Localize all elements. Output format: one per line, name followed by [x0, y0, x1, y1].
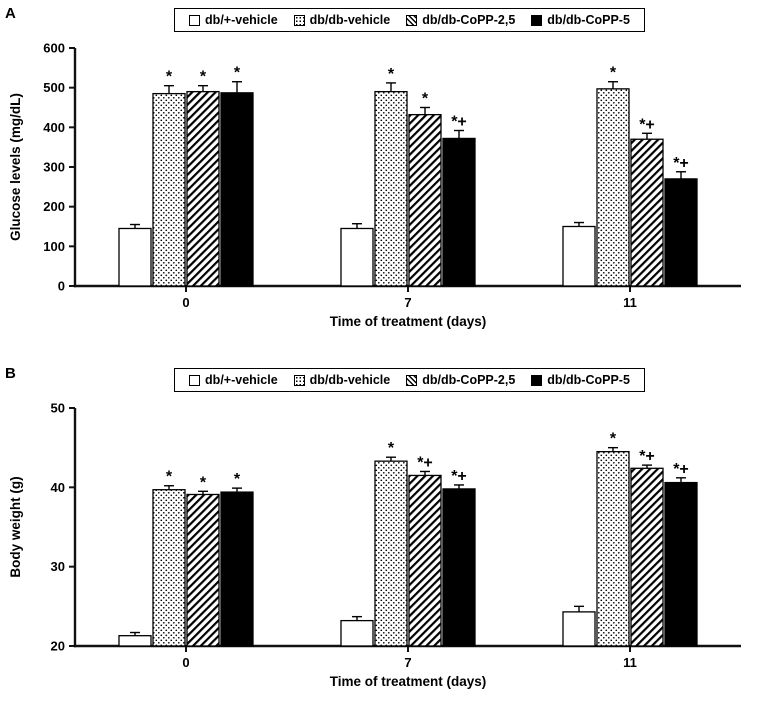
legend-item: db/db-vehicle	[293, 13, 391, 27]
panel-a-chart: 0 100 200 300 400 500 600 0 * * * 7 * * *+ 11 * *+ *+ Time …	[8, 41, 741, 329]
panel-a-legend: db/+-vehicle db/db-vehicle db/db-CoPP-2,5 d…	[174, 8, 645, 32]
legend-swatch-dots	[293, 374, 305, 386]
significance-marker: *	[200, 69, 207, 86]
y-axis-label: Glucose levels (mg/dL)	[8, 93, 23, 241]
legend-item: db/db-CoPP-2,5	[406, 373, 515, 387]
significance-marker: *	[422, 91, 429, 108]
bar	[630, 467, 664, 647]
bar	[220, 491, 254, 647]
significance-marker: *	[610, 431, 617, 448]
bar	[664, 178, 698, 287]
legend-item: db/db-CoPP-5	[531, 373, 630, 387]
panel-a: A db/+-vehicle db/db-vehicle db/db-CoPP-2,…	[0, 0, 757, 360]
significance-marker: *+	[451, 468, 467, 485]
bar	[374, 460, 408, 647]
significance-marker: *	[166, 69, 173, 86]
bar	[340, 619, 374, 647]
y-tick-label: 50	[51, 401, 65, 416]
legend-item: db/db-CoPP-2,5	[406, 13, 515, 27]
bar	[186, 90, 220, 287]
significance-marker: *	[200, 474, 207, 491]
legend-swatch-solid	[531, 14, 543, 26]
panel-b-letter: B	[5, 365, 16, 382]
panel-a-legend-row: db/+-vehicle db/db-vehicle db/db-CoPP-2,5 d…	[0, 8, 757, 32]
x-tick-label: 11	[623, 655, 637, 670]
legend-swatch-open	[189, 374, 201, 386]
x-tick-label: 11	[623, 295, 637, 310]
significance-marker: *+	[673, 461, 689, 478]
panel-b-chart: 20 30 40 50 0 * * * 7 * *+ *+ 11 * *+ *+ Time of treatme…	[8, 401, 741, 689]
bar	[118, 227, 152, 287]
x-axis-label: Time of treatment (days)	[330, 314, 487, 329]
bar	[562, 225, 596, 287]
legend-swatch-solid	[531, 374, 543, 386]
legend-swatch-hatch	[406, 374, 418, 386]
x-tick-label: 0	[182, 655, 189, 670]
y-axis-label: Body weight (g)	[8, 476, 23, 577]
significance-marker: *+	[451, 114, 467, 131]
panel-b-legend-row: db/+-vehicle db/db-vehicle db/db-CoPP-2,5 d…	[0, 368, 757, 392]
panel-a-letter: A	[5, 5, 16, 22]
x-tick-label: 0	[182, 295, 189, 310]
significance-marker: *	[166, 469, 173, 486]
bar	[152, 92, 186, 287]
significance-marker: *+	[639, 448, 655, 465]
bar	[442, 137, 476, 287]
panel-b-legend: db/+-vehicle db/db-vehicle db/db-CoPP-2,5 d…	[174, 368, 645, 392]
y-tick-label: 500	[43, 80, 65, 95]
significance-marker: *	[234, 471, 241, 488]
legend-item: db/db-vehicle	[293, 373, 391, 387]
bar	[596, 450, 630, 647]
significance-marker: *	[610, 65, 617, 82]
y-tick-label: 40	[51, 480, 65, 495]
bar	[562, 611, 596, 647]
y-tick-label: 30	[51, 559, 65, 574]
panel-b: B db/+-vehicle db/db-vehicle db/db-CoPP-2,…	[0, 360, 757, 720]
y-tick-label: 100	[43, 239, 65, 254]
bar	[340, 227, 374, 287]
bar	[374, 90, 408, 287]
legend-item: db/db-CoPP-5	[531, 13, 630, 27]
legend-swatch-open	[189, 14, 201, 26]
x-tick-label: 7	[404, 295, 411, 310]
legend-swatch-hatch	[406, 14, 418, 26]
legend-label: db/db-vehicle	[309, 373, 391, 387]
y-tick-label: 600	[43, 41, 65, 56]
y-tick-label: 0	[58, 279, 65, 294]
y-tick-label: 20	[51, 639, 65, 654]
bar	[442, 488, 476, 647]
significance-marker: *+	[673, 155, 689, 172]
bar	[118, 635, 152, 647]
x-axis-label: Time of treatment (days)	[330, 674, 487, 689]
significance-marker: *	[234, 65, 241, 82]
legend-label: db/db-CoPP-5	[547, 373, 630, 387]
significance-marker: *	[388, 66, 395, 83]
legend-label: db/db-CoPP-2,5	[422, 13, 516, 27]
bar	[220, 92, 254, 287]
legend-label: db/+-vehicle	[205, 13, 278, 27]
y-tick-label: 400	[43, 120, 65, 135]
significance-marker: *+	[417, 454, 433, 471]
legend-label: db/db-CoPP-2,5	[422, 373, 516, 387]
legend-label: db/+-vehicle	[205, 373, 278, 387]
bar	[408, 474, 442, 647]
significance-marker: *+	[639, 116, 655, 133]
bar	[596, 88, 630, 287]
y-tick-label: 200	[43, 199, 65, 214]
legend-swatch-dots	[293, 14, 305, 26]
bar	[664, 481, 698, 647]
x-tick-label: 7	[404, 655, 411, 670]
significance-marker: *	[388, 440, 395, 457]
bar	[186, 493, 220, 647]
legend-item: db/+-vehicle	[189, 13, 278, 27]
y-tick-label: 300	[43, 160, 65, 175]
legend-label: db/db-vehicle	[309, 13, 391, 27]
bar	[408, 113, 442, 287]
legend-label: db/db-CoPP-5	[547, 13, 630, 27]
legend-item: db/+-vehicle	[189, 373, 278, 387]
bar	[152, 489, 186, 647]
bar	[630, 138, 664, 287]
